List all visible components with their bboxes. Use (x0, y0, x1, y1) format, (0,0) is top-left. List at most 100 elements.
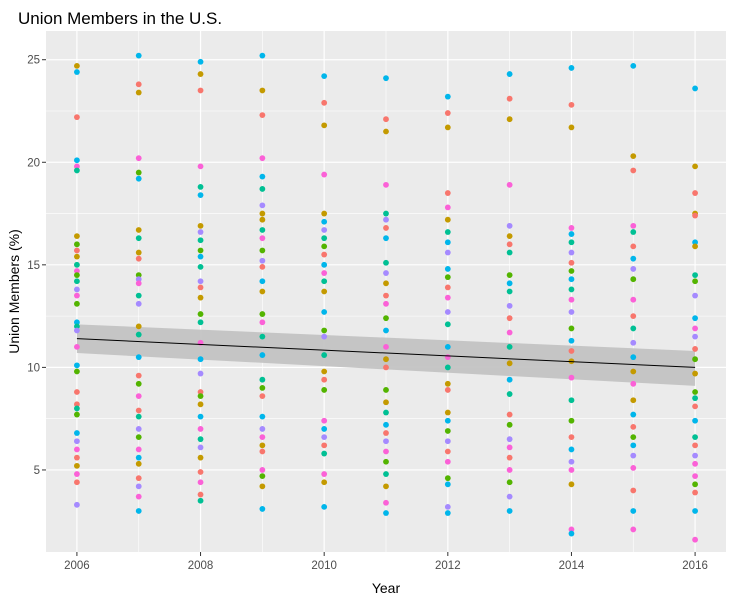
data-point (506, 493, 513, 500)
data-point (135, 460, 142, 467)
data-point (692, 212, 698, 219)
data-point (383, 181, 389, 188)
data-point (506, 95, 513, 102)
data-point (692, 489, 698, 496)
data-point (135, 354, 142, 361)
data-point (630, 222, 637, 229)
data-point (630, 153, 637, 160)
data-point (259, 210, 266, 217)
data-point (259, 227, 266, 233)
data-point (74, 319, 80, 326)
data-point (630, 434, 637, 441)
data-point (692, 508, 698, 514)
data-point (383, 499, 389, 506)
data-point (383, 510, 389, 516)
data-point (321, 352, 328, 358)
data-point (444, 387, 451, 393)
data-point (74, 157, 80, 164)
data-point (197, 192, 204, 198)
data-point (383, 483, 389, 490)
data-point (74, 362, 80, 369)
data-point (444, 343, 451, 350)
data-point (197, 370, 204, 377)
data-point (259, 473, 266, 480)
data-point (74, 292, 80, 299)
data-point (444, 417, 451, 424)
data-point (259, 413, 266, 420)
data-point (506, 391, 513, 397)
data-point (135, 89, 142, 96)
data-point (630, 255, 637, 262)
y-tick-label: 5 (34, 465, 40, 477)
data-point (630, 167, 637, 174)
data-point (259, 319, 266, 326)
data-point (630, 276, 637, 283)
data-point (383, 448, 389, 455)
data-point (506, 71, 513, 77)
data-point (135, 446, 142, 453)
data-point (259, 467, 266, 473)
data-point (74, 114, 80, 121)
data-point (506, 222, 513, 229)
data-point (692, 452, 698, 459)
data-point (444, 190, 451, 196)
data-point (630, 526, 637, 533)
data-point (197, 237, 204, 244)
data-point (506, 467, 513, 473)
data-point (692, 163, 698, 170)
data-point (444, 448, 451, 455)
data-point (321, 99, 328, 106)
data-point (506, 454, 513, 461)
data-point (383, 270, 389, 276)
data-point (259, 333, 266, 340)
data-point (135, 169, 142, 176)
data-point (383, 409, 389, 416)
data-point (135, 372, 142, 379)
data-point (74, 163, 80, 170)
data-point (197, 284, 204, 291)
data-point (383, 356, 389, 363)
data-point (259, 216, 266, 223)
data-point (135, 276, 142, 283)
data-point (568, 276, 575, 283)
data-point (506, 241, 513, 248)
data-point (135, 255, 142, 262)
data-point (197, 401, 204, 408)
data-point (692, 434, 698, 441)
data-point (197, 71, 204, 77)
data-point (444, 510, 451, 516)
data-point (197, 294, 204, 301)
data-point (197, 253, 204, 260)
data-point (74, 300, 80, 307)
data-point (506, 343, 513, 350)
data-point (568, 296, 575, 303)
data-point (135, 426, 142, 432)
data-point (321, 426, 328, 432)
data-point (321, 218, 328, 225)
data-point (568, 337, 575, 344)
data-point (692, 292, 698, 299)
data-point (568, 325, 575, 332)
data-point (692, 389, 698, 395)
data-point (321, 122, 328, 129)
trend-line-layer (76, 338, 696, 368)
data-point (259, 52, 266, 59)
data-point (197, 469, 204, 475)
data-point (74, 343, 80, 350)
data-point (197, 444, 204, 451)
data-point (568, 101, 575, 108)
data-point (383, 75, 389, 82)
data-point (444, 380, 451, 387)
data-point (506, 479, 513, 486)
data-point (383, 438, 389, 445)
data-point (630, 313, 637, 320)
data-point (135, 227, 142, 233)
data-point (321, 368, 328, 375)
y-axis-title: Union Members (%) (6, 229, 22, 353)
data-point (74, 446, 80, 453)
data-point (568, 124, 575, 131)
data-point (568, 225, 575, 231)
data-point (259, 155, 266, 162)
data-point (630, 354, 637, 361)
